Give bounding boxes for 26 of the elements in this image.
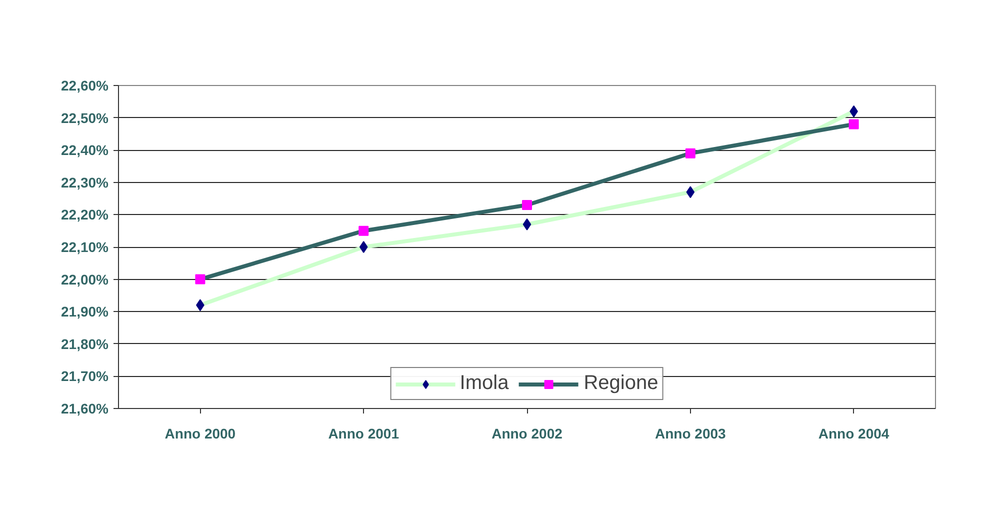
y-tick-label: 22,40% <box>61 142 110 158</box>
y-tick-label: 22,00% <box>61 271 110 288</box>
x-tick-label: Anno 2004 <box>818 426 890 442</box>
point <box>686 186 695 198</box>
legend-label: Imola <box>460 372 509 395</box>
x-tick-label: Anno 2002 <box>492 426 563 442</box>
point <box>358 226 369 236</box>
point <box>359 241 368 253</box>
point <box>685 148 696 158</box>
y-tick-label: 21,70% <box>61 368 110 384</box>
legend-label: Regione <box>584 372 658 395</box>
x-tick-label: Anno 2003 <box>655 426 726 442</box>
point <box>522 218 532 230</box>
y-tick-label: 22,10% <box>61 239 110 255</box>
y-tick-label: 22,60% <box>61 78 110 94</box>
x-tick-label: Anno 2000 <box>164 426 236 442</box>
x-tick-label: Anno 2001 <box>328 426 400 442</box>
point <box>848 119 859 130</box>
point <box>195 274 206 284</box>
y-tick-label: 22,50% <box>61 110 110 126</box>
y-tick-label: 21,90% <box>61 304 110 320</box>
point <box>522 200 532 210</box>
y-tick-label: 21,60% <box>61 400 110 416</box>
y-tick-label: 21,80% <box>61 336 110 352</box>
y-tick-label: 22,30% <box>61 174 110 190</box>
y-tick-label: 22,20% <box>61 206 110 223</box>
